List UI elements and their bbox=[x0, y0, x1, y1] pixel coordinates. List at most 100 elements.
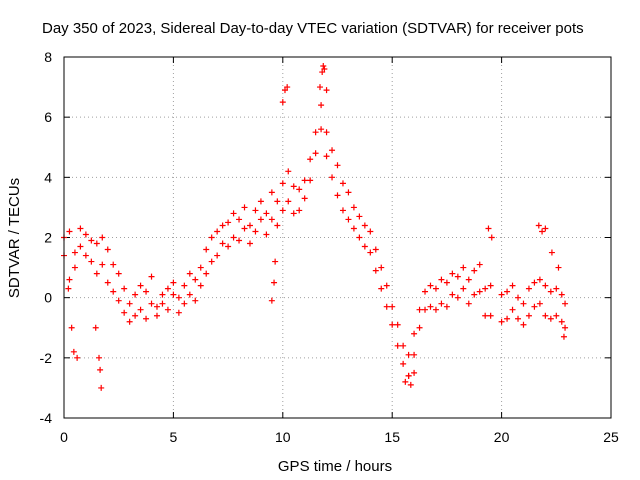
data-point bbox=[485, 225, 492, 232]
data-point bbox=[560, 333, 567, 340]
data-point bbox=[296, 207, 303, 214]
data-point bbox=[378, 285, 385, 292]
data-point bbox=[137, 282, 144, 289]
data-point bbox=[164, 285, 171, 292]
y-axis-label: SDTVAR / TECUs bbox=[6, 178, 23, 298]
data-point bbox=[553, 312, 560, 319]
data-point bbox=[350, 225, 357, 232]
data-point bbox=[525, 312, 532, 319]
data-point bbox=[405, 351, 412, 358]
data-point bbox=[170, 291, 177, 298]
data-point bbox=[318, 126, 325, 133]
data-point bbox=[115, 297, 122, 304]
data-point bbox=[465, 276, 472, 283]
data-point bbox=[361, 243, 368, 250]
data-point bbox=[536, 300, 543, 307]
data-point bbox=[153, 303, 160, 310]
data-point bbox=[405, 372, 412, 379]
data-point bbox=[515, 294, 522, 301]
data-point bbox=[257, 198, 264, 205]
data-point bbox=[82, 231, 89, 238]
data-point bbox=[92, 324, 99, 331]
data-point bbox=[301, 177, 308, 184]
data-point bbox=[509, 282, 516, 289]
y-tick-label: 6 bbox=[44, 109, 52, 125]
data-point bbox=[132, 312, 139, 319]
data-point bbox=[126, 318, 133, 325]
data-point bbox=[175, 309, 182, 316]
data-point bbox=[487, 282, 494, 289]
data-point bbox=[449, 270, 456, 277]
data-point bbox=[520, 321, 527, 328]
data-point bbox=[66, 228, 73, 235]
data-point bbox=[257, 216, 264, 223]
data-point bbox=[263, 210, 270, 217]
data-point bbox=[350, 204, 357, 211]
axis-ticks: 0 5 10 15 20 25 -4 -2 0 2 4 6 8 bbox=[40, 49, 619, 445]
data-point bbox=[319, 69, 326, 76]
data-point bbox=[279, 180, 286, 187]
data-point bbox=[175, 294, 182, 301]
data-point bbox=[339, 180, 346, 187]
data-point bbox=[208, 234, 215, 241]
data-point bbox=[443, 279, 450, 286]
data-point bbox=[121, 285, 128, 292]
grid bbox=[64, 57, 611, 418]
data-point bbox=[504, 288, 511, 295]
data-point bbox=[334, 162, 341, 169]
data-point bbox=[284, 84, 291, 91]
data-point bbox=[236, 216, 243, 223]
data-point bbox=[208, 258, 215, 265]
data-point bbox=[241, 225, 248, 232]
data-point bbox=[547, 315, 554, 322]
data-point bbox=[143, 288, 150, 295]
data-point bbox=[432, 306, 439, 313]
data-point bbox=[230, 210, 237, 217]
chart-title: Day 350 of 2023, Sidereal Day-to-day VTE… bbox=[42, 20, 584, 37]
data-point bbox=[88, 258, 95, 265]
y-tick-label: 0 bbox=[44, 290, 52, 306]
data-point bbox=[279, 99, 286, 106]
data-point bbox=[562, 300, 569, 307]
data-point bbox=[197, 282, 204, 289]
data-point bbox=[555, 264, 562, 271]
data-point bbox=[531, 303, 538, 310]
data-point bbox=[274, 222, 281, 229]
data-point bbox=[71, 264, 78, 271]
data-point bbox=[407, 381, 414, 388]
data-point bbox=[181, 300, 188, 307]
data-point bbox=[82, 252, 89, 259]
data-point bbox=[104, 246, 111, 253]
data-point bbox=[268, 216, 275, 223]
data-point bbox=[153, 312, 160, 319]
data-point bbox=[318, 102, 325, 109]
data-point bbox=[416, 324, 423, 331]
data-point bbox=[272, 258, 279, 265]
data-point bbox=[316, 84, 323, 91]
data-point bbox=[525, 285, 532, 292]
data-point bbox=[476, 288, 483, 295]
data-point bbox=[454, 294, 461, 301]
data-point bbox=[548, 249, 555, 256]
data-point bbox=[515, 315, 522, 322]
data-point bbox=[389, 321, 396, 328]
x-tick-label: 10 bbox=[275, 429, 291, 445]
data-point bbox=[389, 303, 396, 310]
data-point bbox=[476, 261, 483, 268]
data-point bbox=[97, 366, 104, 373]
data-point bbox=[471, 267, 478, 274]
data-point bbox=[345, 216, 352, 223]
data-point bbox=[279, 207, 286, 214]
data-point bbox=[356, 213, 363, 220]
data-point bbox=[553, 285, 560, 292]
data-point bbox=[372, 246, 379, 253]
data-point bbox=[225, 219, 232, 226]
data-point bbox=[400, 360, 407, 367]
data-point bbox=[482, 312, 489, 319]
data-point bbox=[367, 228, 374, 235]
data-point bbox=[274, 198, 281, 205]
data-points bbox=[61, 63, 569, 391]
y-tick-label: -4 bbox=[40, 410, 53, 426]
data-point bbox=[367, 249, 374, 256]
